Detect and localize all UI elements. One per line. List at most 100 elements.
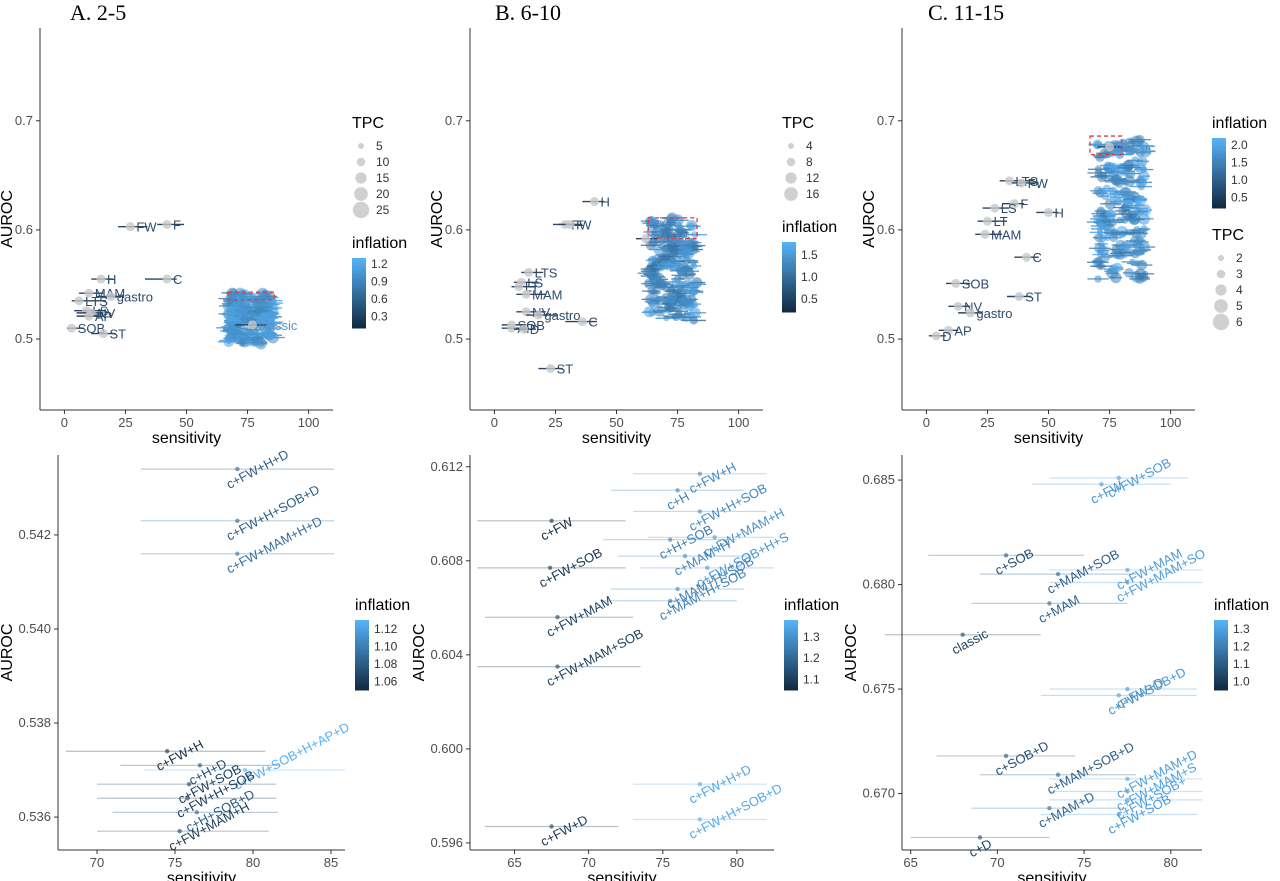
data-point — [1125, 776, 1130, 782]
color-bar-segment — [1212, 184, 1226, 188]
color-bar-segment — [1214, 634, 1228, 637]
data-point — [164, 749, 170, 754]
color-bar-segment — [1214, 622, 1228, 626]
x-tick-label: 75 — [1102, 415, 1116, 430]
cloud-point — [671, 277, 681, 287]
y-tick-label: 0.596 — [430, 835, 463, 850]
color-legend-label: 1.0 — [1231, 173, 1248, 187]
point-label: MAM — [991, 227, 1021, 242]
color-bar-segment — [1214, 638, 1228, 642]
color-bar-segment — [352, 274, 366, 278]
cloud-point — [1128, 229, 1136, 236]
data-point — [84, 311, 94, 321]
x-tick-label: 70 — [990, 855, 1004, 870]
data-point — [982, 216, 992, 226]
color-bar-segment — [1212, 154, 1226, 158]
panel-c-top: C. 11-15 0 25 50 75 1000.50.60.7sensitivityA… — [861, 0, 1267, 447]
color-bar-segment — [355, 636, 369, 640]
cloud-point — [1092, 257, 1104, 268]
color-bar-segment — [784, 648, 798, 651]
color-bar-segment — [782, 293, 796, 297]
color-bar-segment — [782, 263, 796, 266]
x-tick-label: 75 — [670, 415, 684, 430]
cloud-point — [1116, 225, 1128, 238]
color-bar-segment — [1214, 680, 1228, 684]
size-legend-label: 4 — [806, 139, 813, 153]
color-bar-segment — [355, 643, 369, 647]
color-bar-segment — [1214, 669, 1228, 672]
data-point — [1125, 797, 1130, 803]
color-bar-segment — [1212, 168, 1226, 172]
color-bar-segment — [1214, 673, 1228, 677]
y-tick-label: 0.5 — [877, 331, 895, 346]
cloud-point — [1095, 152, 1105, 163]
color-bar-segment — [784, 643, 798, 647]
x-tick-label: 65 — [507, 855, 521, 870]
y-tick-label: 0.540 — [18, 621, 51, 636]
color-bar-segment — [352, 311, 366, 315]
color-bar-segment — [352, 258, 366, 261]
data-point — [106, 291, 116, 301]
color-bar-segment — [782, 295, 796, 299]
data-point — [519, 324, 529, 334]
color-bar-segment — [1214, 664, 1228, 668]
color-bar-segment — [352, 309, 366, 313]
cloud-point — [240, 295, 251, 307]
y-tick-label: 0.670 — [862, 786, 895, 801]
size-legend-key — [786, 157, 796, 167]
color-bar-segment — [1212, 147, 1226, 151]
color-bar-segment — [1214, 659, 1228, 663]
color-bar-segment — [782, 309, 796, 313]
color-bar-segment — [1212, 175, 1226, 179]
cloud-point — [1119, 186, 1131, 198]
point-label: c+H — [664, 489, 692, 513]
cloud-point — [1113, 251, 1122, 260]
data-point — [1017, 178, 1027, 188]
data-point — [565, 219, 575, 229]
size-legend-label: 5 — [376, 139, 383, 153]
point-label: LS — [1001, 201, 1017, 216]
cloud-point — [1135, 236, 1144, 245]
color-bar-segment — [782, 242, 796, 245]
color-bar-segment — [355, 666, 369, 670]
x-tick-label: 80 — [1164, 855, 1178, 870]
data-point — [577, 317, 587, 327]
point-label: D — [942, 329, 951, 344]
point-label: ST — [109, 327, 126, 342]
x-axis-title: sensitivity — [1014, 430, 1083, 447]
data-point — [247, 320, 257, 330]
y-tick-label: 0.600 — [430, 741, 463, 756]
color-bar-segment — [782, 246, 796, 250]
color-bar-segment — [784, 680, 798, 684]
cloud-point — [269, 297, 277, 305]
data-point — [84, 288, 94, 298]
color-bar-segment — [784, 634, 798, 637]
point-label: C — [1033, 250, 1042, 265]
color-bar-segment — [352, 260, 366, 264]
size-legend-key — [1214, 299, 1228, 313]
color-bar-segment — [352, 276, 366, 280]
color-bar-segment — [1214, 687, 1228, 691]
y-tick-label: 0.604 — [430, 647, 463, 662]
data-point — [1003, 753, 1009, 759]
color-bar-segment — [784, 638, 798, 642]
cloud-point — [643, 306, 655, 318]
color-bar-segment — [1212, 180, 1226, 183]
color-bar-segment — [1214, 650, 1228, 654]
cloud-point — [676, 226, 686, 235]
color-bar-segment — [1214, 678, 1228, 682]
color-bar-segment — [782, 277, 796, 280]
point-label: MAM — [532, 287, 562, 302]
color-bar-segment — [352, 316, 366, 320]
x-tick-label: 85 — [324, 855, 338, 870]
data-point — [507, 323, 517, 333]
color-bar-segment — [352, 281, 366, 285]
color-bar-segment — [1212, 140, 1226, 144]
color-bar-segment — [784, 624, 798, 628]
point-label: gastro — [117, 289, 153, 304]
legend-title: inflation — [1214, 597, 1269, 614]
data-point — [1055, 772, 1061, 777]
size-legend-key — [352, 201, 370, 219]
cloud-point — [675, 288, 685, 298]
data-point — [675, 488, 680, 493]
